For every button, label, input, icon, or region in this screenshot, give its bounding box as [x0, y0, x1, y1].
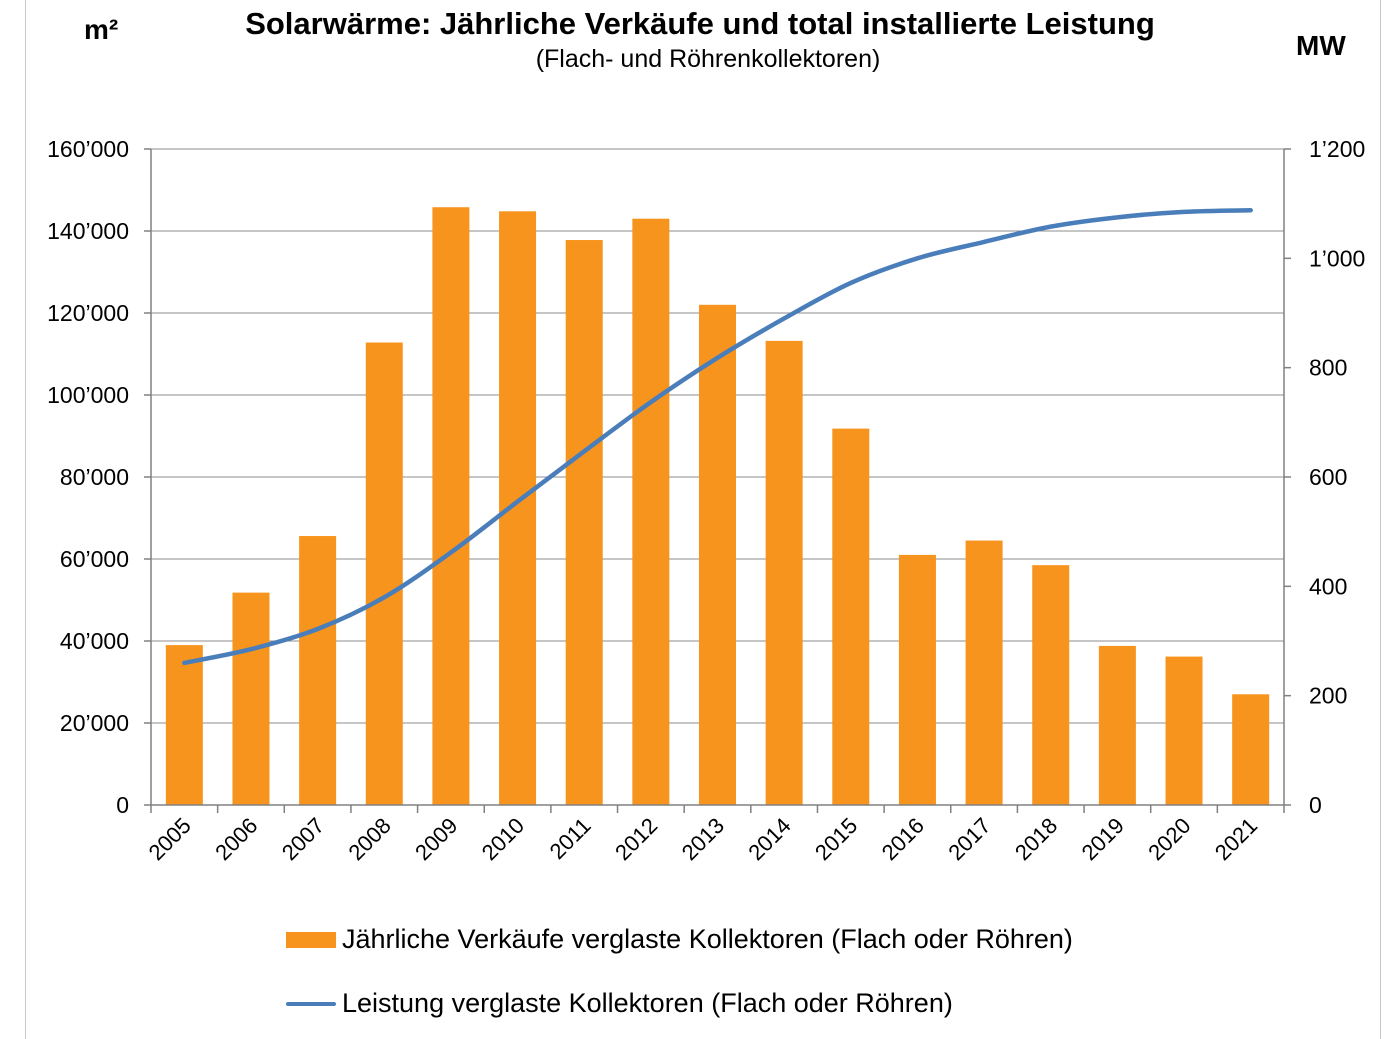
- bar-2019: [1098, 645, 1136, 805]
- bar-2015: [832, 428, 870, 805]
- x-tick-label-2014: 2014: [743, 813, 795, 865]
- chart-subtitle: (Flach- und Röhrenkollektoren): [535, 45, 881, 73]
- y-left-tick-label: 120’000: [47, 300, 129, 326]
- bar-2011: [565, 240, 603, 805]
- y-left-unit: m²: [84, 14, 119, 45]
- x-tick-label-2016: 2016: [877, 813, 929, 865]
- y-left-tick-label: 140’000: [47, 218, 129, 244]
- line-series: [182, 207, 1253, 666]
- x-tick-labels: 2005 2006 2007 2008 2009 2010 2011 2012 2013 2014…: [144, 813, 1263, 865]
- bar-2020: [1165, 656, 1203, 805]
- x-tick-label-2010: 2010: [477, 813, 529, 865]
- bar-2008: [365, 342, 403, 805]
- bar-2010: [499, 211, 537, 805]
- y-left-tick-label: 160’000: [47, 136, 129, 162]
- bar-2021: [1232, 694, 1270, 805]
- frame-right-border: [1380, 0, 1381, 1039]
- y-right-tick-label: 800: [1309, 355, 1347, 381]
- y-right-tick-label: 1’200: [1309, 136, 1365, 162]
- chart-plot: 0 20’000 40’000 60’000 80’000 100’000 120’000 1…: [47, 136, 1365, 865]
- bar-series: [165, 207, 1270, 806]
- y-right-tick-labels: 0 200 400 600 800 1’000 1’200: [1309, 136, 1365, 818]
- bar-2017: [965, 540, 1003, 805]
- bar-2005: [165, 645, 203, 805]
- legend-swatch-line: [286, 1001, 336, 1006]
- y-right-tick-label: 600: [1309, 464, 1347, 490]
- bar-2016: [898, 554, 936, 805]
- y-right-unit: MW: [1296, 30, 1346, 61]
- x-tick-label-2017: 2017: [943, 813, 995, 865]
- y-right-tick-label: 400: [1309, 573, 1347, 599]
- bar-2014: [765, 340, 803, 805]
- bar-2012: [632, 218, 670, 805]
- x-tick-label-2013: 2013: [677, 813, 729, 865]
- y-right-tick-label: 200: [1309, 683, 1347, 709]
- x-tick-label-2006: 2006: [210, 813, 262, 865]
- x-tick-label-2021: 2021: [1210, 813, 1262, 865]
- y-left-tick-label: 20’000: [60, 710, 129, 736]
- x-tick-label-2008: 2008: [344, 813, 396, 865]
- legend-item-line: Leistung verglaste Kollektoren (Flach od…: [286, 988, 953, 1019]
- y-left-tick-label: 100’000: [47, 382, 129, 408]
- x-tick-label-2012: 2012: [610, 813, 662, 865]
- frame-left-border: [25, 0, 26, 1039]
- legend-item-bars: Jährliche Verkäufe verglaste Kollektoren…: [286, 924, 1073, 955]
- y-left-tick-label: 0: [116, 792, 129, 818]
- x-tick-label-2019: 2019: [1077, 813, 1129, 865]
- x-tick-label-2020: 2020: [1143, 813, 1195, 865]
- chart-title: Solarwärme: Jährliche Verkäufe und total…: [245, 6, 1155, 41]
- x-tick-label-2009: 2009: [410, 813, 462, 865]
- legend-swatch-bars: [286, 931, 336, 948]
- bar-2018: [1032, 565, 1070, 805]
- bar-2013: [699, 304, 736, 805]
- axes: [144, 148, 1291, 813]
- y-right-tick-label: 1’000: [1309, 245, 1365, 271]
- legend-label-bars: Jährliche Verkäufe verglaste Kollektoren…: [342, 924, 1073, 954]
- bar-2007: [299, 536, 337, 805]
- x-tick-label-2011: 2011: [545, 813, 596, 864]
- series-line-leistung: [182, 207, 1253, 666]
- y-left-tick-labels: 0 20’000 40’000 60’000 80’000 100’000 120’000 1…: [47, 136, 129, 818]
- x-tick-label-2005: 2005: [144, 813, 196, 865]
- y-left-tick-label: 40’000: [60, 628, 129, 654]
- bar-2006: [232, 592, 270, 805]
- y-right-tick-label: 0: [1309, 792, 1322, 818]
- x-tick-label-2018: 2018: [1010, 813, 1062, 865]
- x-tick-label-2007: 2007: [277, 813, 329, 865]
- y-left-tick-label: 80’000: [60, 464, 129, 490]
- y-left-tick-label: 60’000: [60, 546, 129, 572]
- bar-2009: [432, 207, 470, 806]
- x-tick-label-2015: 2015: [810, 813, 862, 865]
- legend-label-line: Leistung verglaste Kollektoren (Flach od…: [342, 988, 953, 1018]
